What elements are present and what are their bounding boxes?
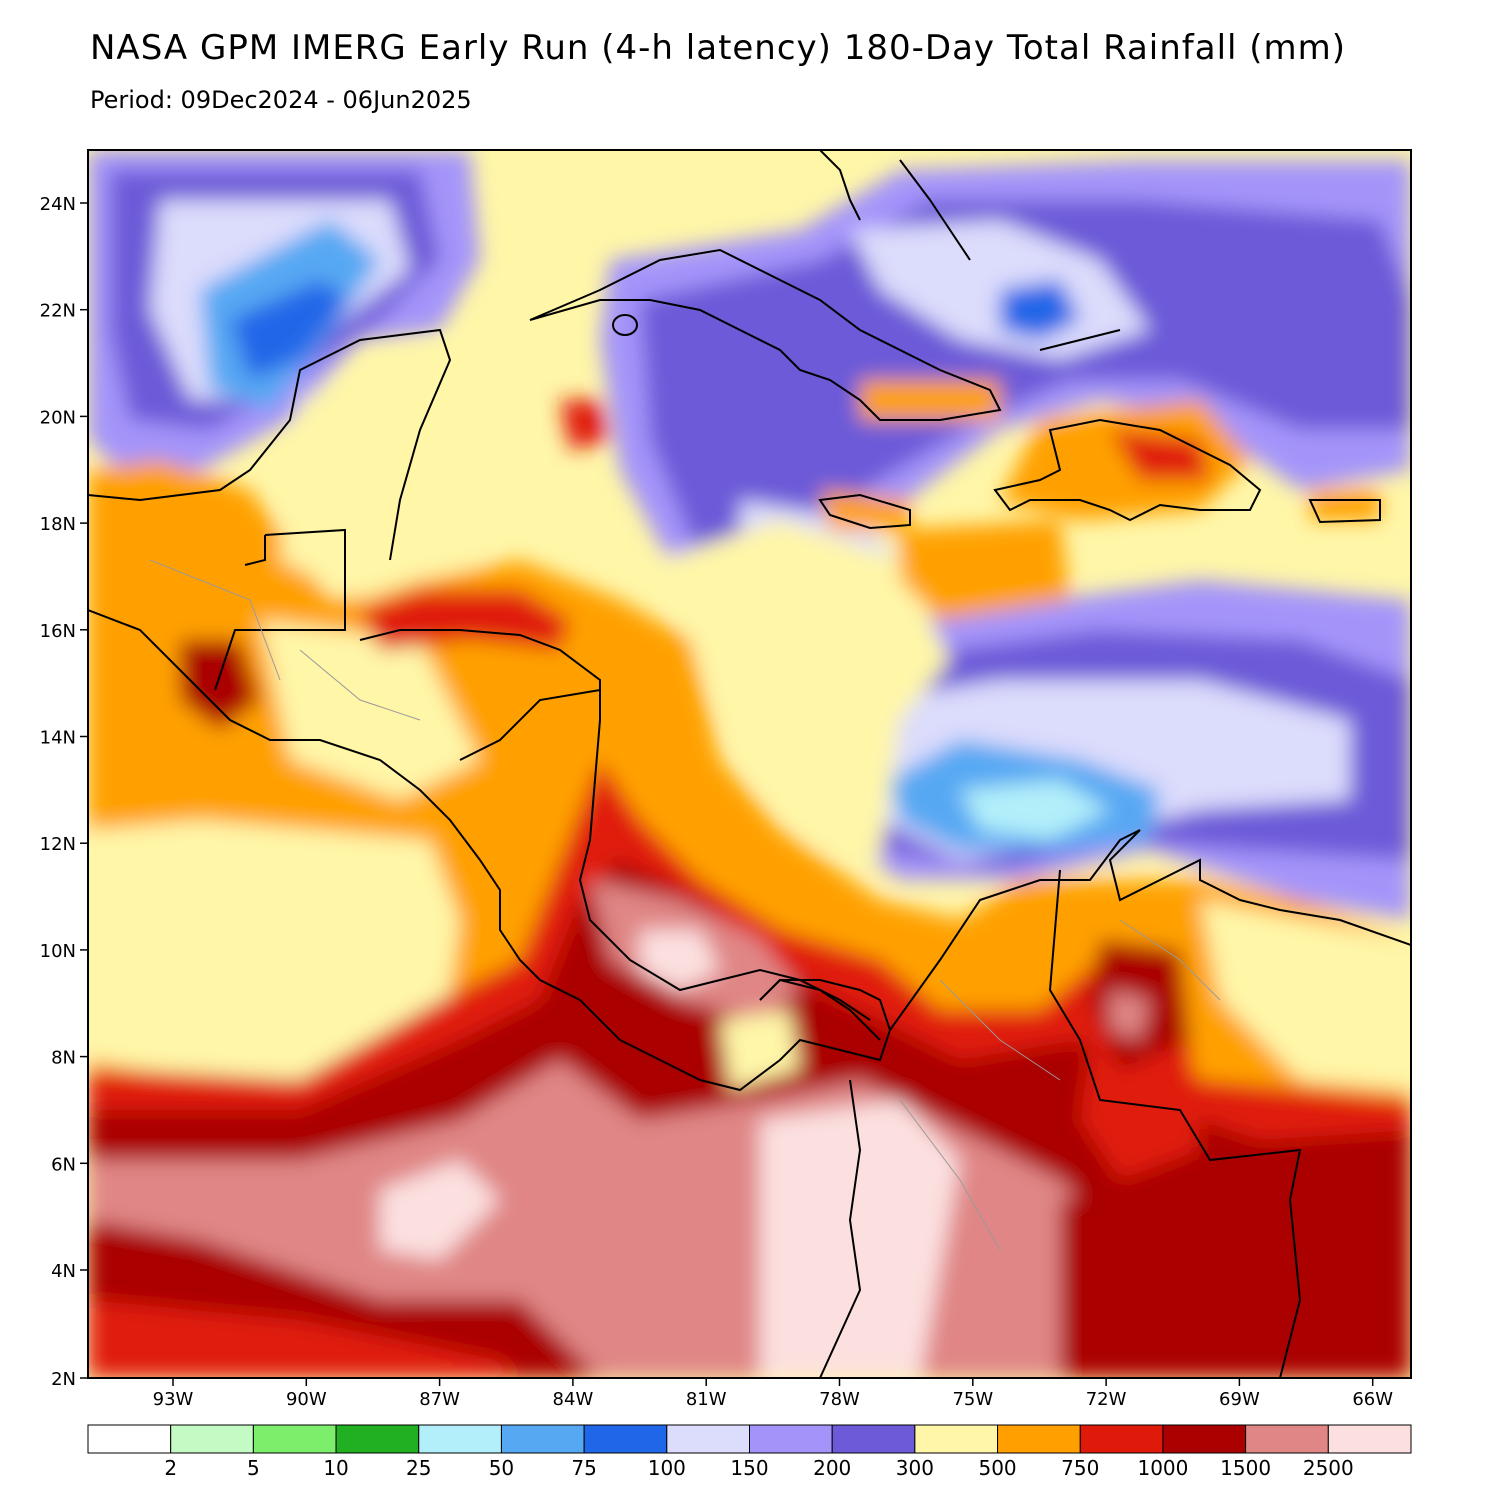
colorbar-swatch bbox=[831, 1424, 916, 1454]
colorbar-swatch bbox=[666, 1424, 750, 1454]
lat-tick-label: 20N bbox=[40, 407, 76, 428]
lat-tick-label: 10N bbox=[40, 941, 76, 962]
colorbar-label: 200 bbox=[813, 1456, 851, 1480]
colorbar-swatch bbox=[1079, 1424, 1164, 1454]
lat-tick-label: 2N bbox=[51, 1369, 76, 1390]
lon-tick-label: 66W bbox=[1352, 1389, 1393, 1410]
latitude-axis: 24N 22N 20N 18N 16N 14N 12N 10N 8N 6N 4N 2N bbox=[40, 194, 88, 1390]
lat-tick-label: 6N bbox=[51, 1154, 76, 1175]
coastlines bbox=[88, 150, 1411, 1378]
colorbar-swatch bbox=[1162, 1424, 1247, 1454]
lon-tick-label: 69W bbox=[1219, 1389, 1260, 1410]
lon-tick-label: 90W bbox=[286, 1389, 327, 1410]
colorbar: 2 5 10 25 50 75 100 150 200 300 500 750 1000 1500 2500 bbox=[87, 1424, 1412, 1480]
lat-tick-label: 22N bbox=[40, 301, 76, 322]
colorbar-label: 2 bbox=[164, 1456, 177, 1480]
colorbar-swatch bbox=[418, 1424, 502, 1454]
period-subtitle: Period: 09Dec2024 - 06Jun2025 bbox=[90, 86, 472, 114]
colorbar-label: 2500 bbox=[1303, 1456, 1354, 1480]
lon-tick-label: 87W bbox=[419, 1389, 460, 1410]
colorbar-label: 300 bbox=[896, 1456, 934, 1480]
colorbar-label: 5 bbox=[247, 1456, 260, 1480]
colorbar-label: 1000 bbox=[1137, 1456, 1188, 1480]
lat-tick-label: 4N bbox=[51, 1261, 76, 1282]
map-frame bbox=[87, 149, 1412, 1379]
colorbar-swatch bbox=[749, 1424, 833, 1454]
lat-tick-label: 12N bbox=[40, 834, 76, 855]
rainfall-field bbox=[88, 150, 1411, 1378]
lat-tick-label: 16N bbox=[40, 621, 76, 642]
colorbar-swatch bbox=[252, 1424, 337, 1454]
colorbar-swatch bbox=[1245, 1424, 1329, 1454]
colorbar-label: 1500 bbox=[1220, 1456, 1271, 1480]
lat-tick-label: 14N bbox=[40, 728, 76, 749]
map-title: NASA GPM IMERG Early Run (4-h latency) 1… bbox=[90, 28, 1347, 68]
colorbar-label: 100 bbox=[648, 1456, 686, 1480]
colorbar-swatch bbox=[583, 1424, 668, 1454]
colorbar-label: 500 bbox=[978, 1456, 1016, 1480]
colorbar-swatch bbox=[914, 1424, 999, 1454]
lat-tick-label: 24N bbox=[40, 194, 76, 215]
lat-tick-label: 8N bbox=[51, 1048, 76, 1069]
colorbar-label: 10 bbox=[323, 1456, 348, 1480]
lon-tick-label: 72W bbox=[1086, 1389, 1127, 1410]
colorbar-label: 25 bbox=[406, 1456, 431, 1480]
colorbar-label: 750 bbox=[1061, 1456, 1099, 1480]
colorbar-label: 75 bbox=[571, 1456, 596, 1480]
colorbar-label: 150 bbox=[730, 1456, 768, 1480]
admin-borders bbox=[149, 559, 1221, 1251]
colorbar-swatch bbox=[170, 1424, 254, 1454]
colorbar-swatch bbox=[1327, 1424, 1412, 1454]
lat-tick-label: 18N bbox=[40, 514, 76, 535]
lon-tick-label: 78W bbox=[819, 1389, 860, 1410]
lon-tick-label: 75W bbox=[952, 1389, 993, 1410]
lon-tick-label: 84W bbox=[553, 1389, 594, 1410]
colorbar-label: 50 bbox=[489, 1456, 514, 1480]
colorbar-swatch bbox=[500, 1424, 585, 1454]
lon-tick-label: 93W bbox=[153, 1389, 194, 1410]
longitude-axis: 93W 90W 87W 84W 81W 78W 75W 72W 69W 66W bbox=[153, 1378, 1393, 1410]
colorbar-swatch bbox=[997, 1424, 1081, 1454]
colorbar-swatch bbox=[87, 1424, 172, 1454]
colorbar-swatch bbox=[335, 1424, 420, 1454]
lon-tick-label: 81W bbox=[686, 1389, 727, 1410]
